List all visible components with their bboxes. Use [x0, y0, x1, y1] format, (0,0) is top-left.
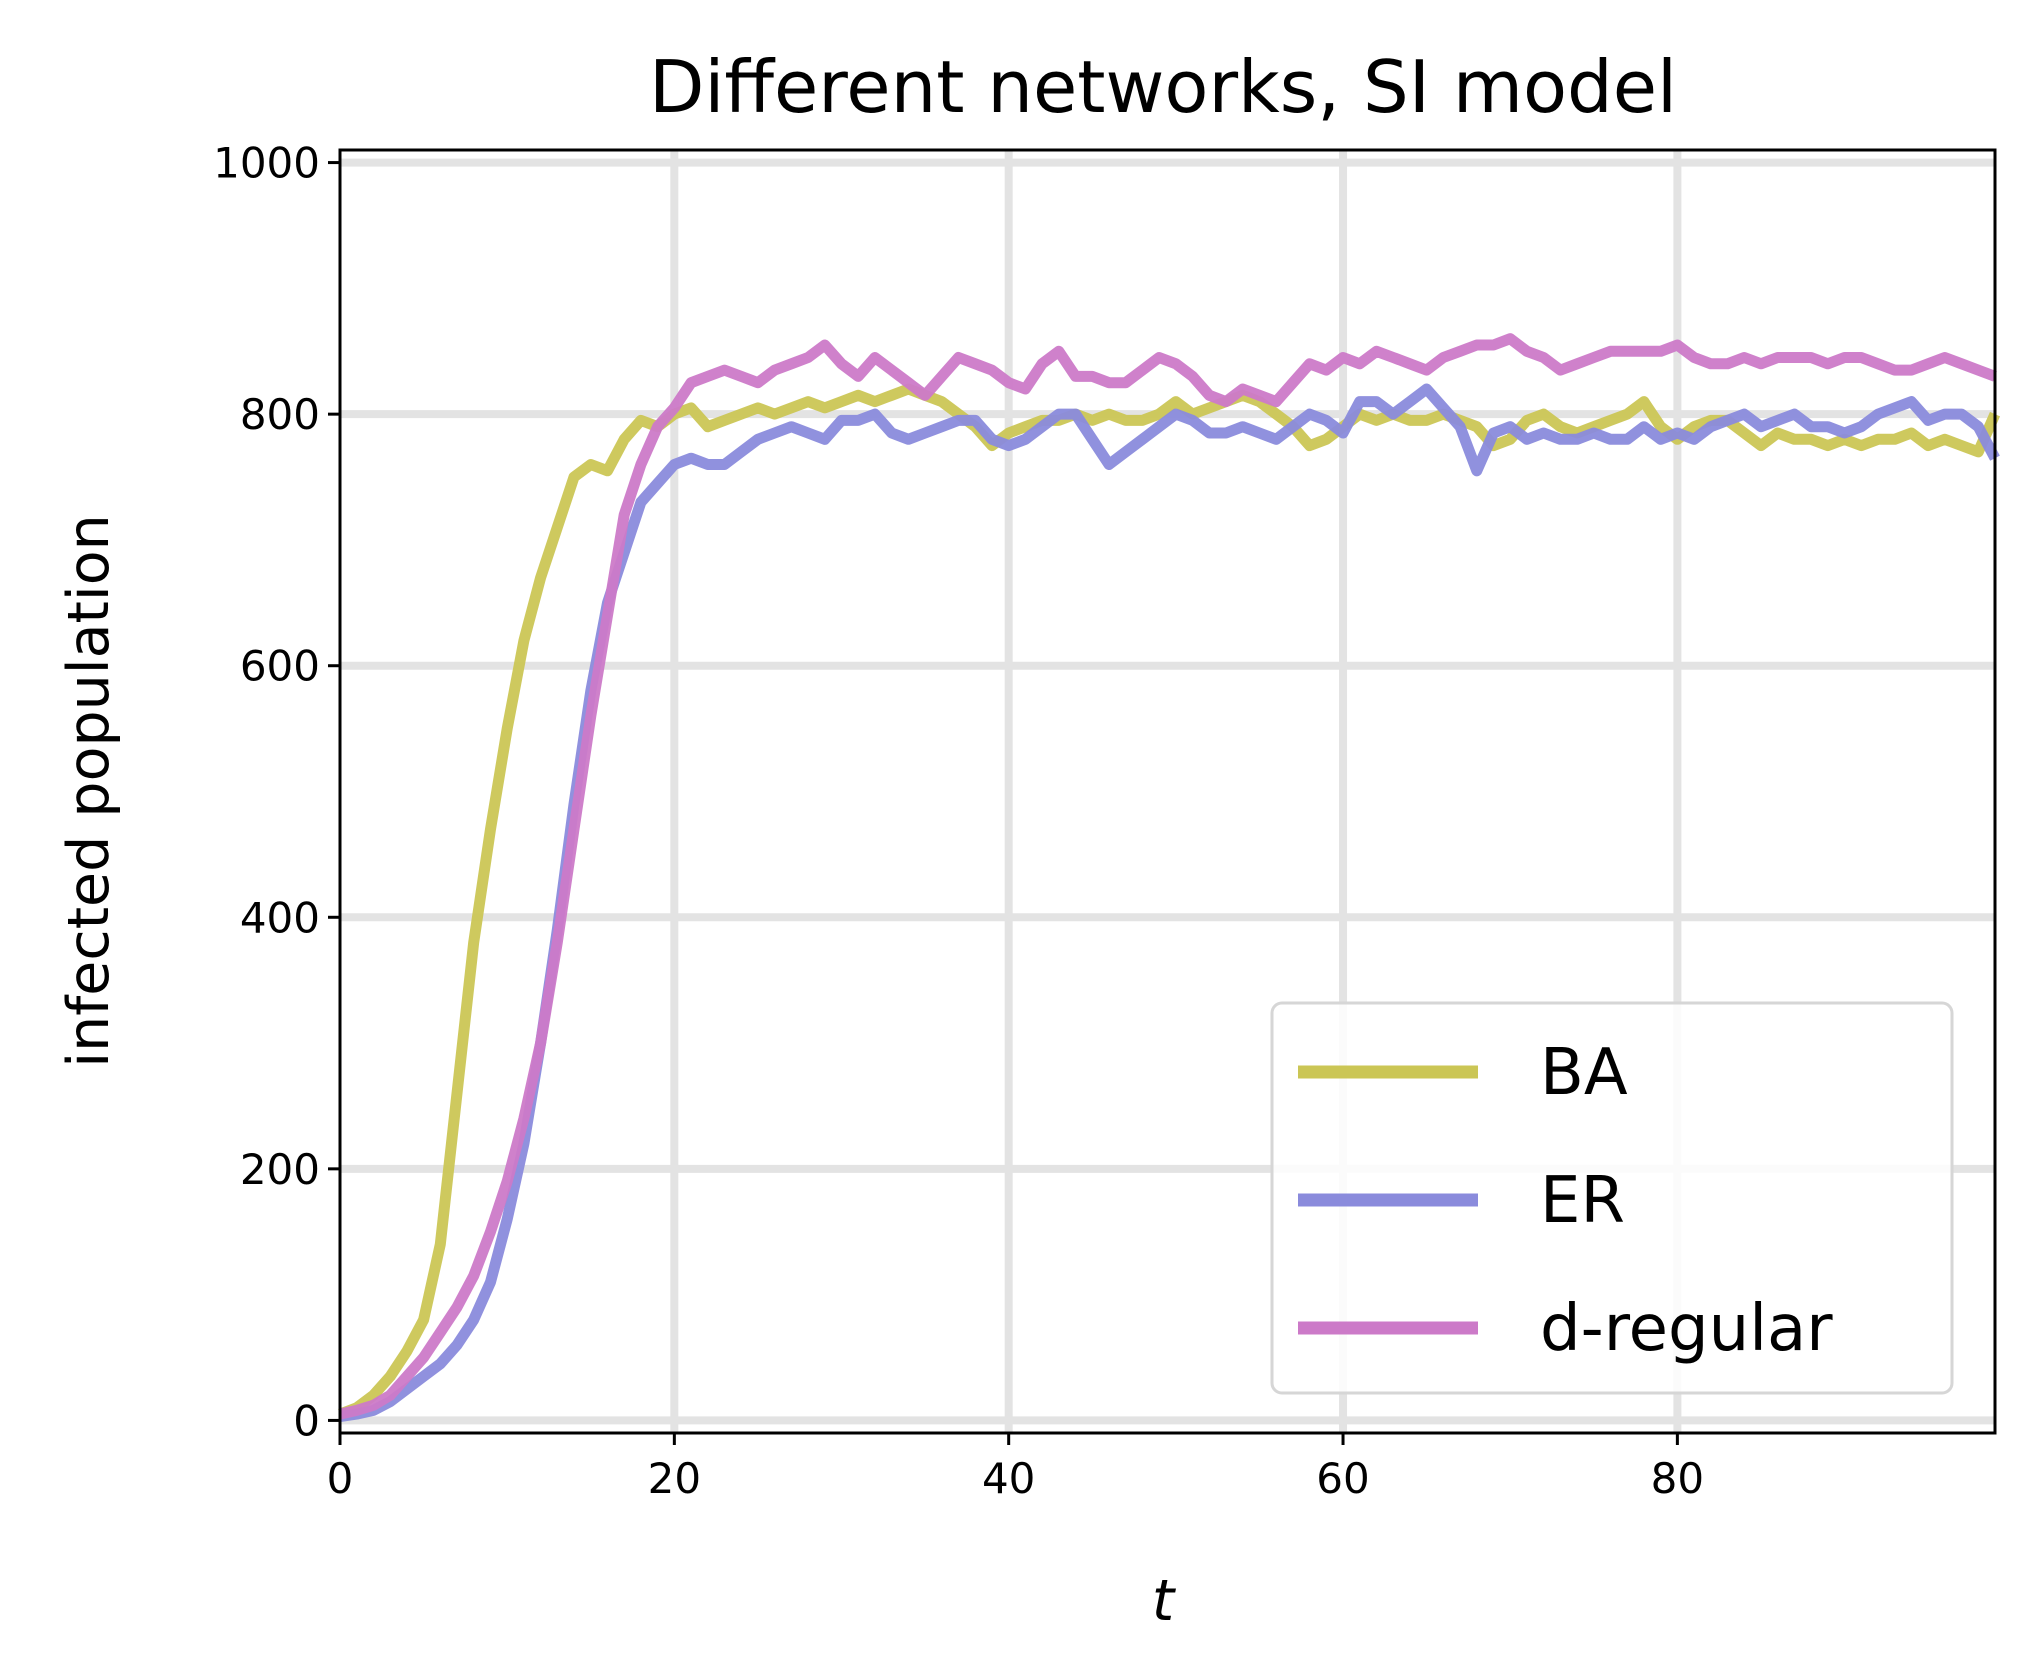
y-tick-label: 800 — [240, 390, 320, 439]
y-tick-label: 200 — [240, 1145, 320, 1194]
x-axis-label: t — [1152, 1568, 1177, 1634]
y-axis: 0 200 400 600 800 1000 — [213, 139, 340, 1445]
legend-label-er: ER — [1540, 1164, 1625, 1238]
x-tick-label: 0 — [327, 1454, 354, 1503]
plot-frame — [338, 148, 1997, 1435]
x-tick-label: 80 — [1651, 1454, 1704, 1503]
x-tick-label: 20 — [648, 1454, 701, 1503]
legend: BA ER d-regular — [1270, 1001, 1954, 1395]
series-lines — [338, 333, 2001, 1423]
legend-label-d-regular: d-regular — [1540, 1292, 1833, 1366]
legend-box — [1270, 1001, 1954, 1395]
legend-entries: BA ER d-regular — [1298, 1036, 1833, 1366]
series-line-d-regular — [338, 333, 1997, 1420]
y-axis-label: infected population — [56, 514, 122, 1067]
x-tick-label: 60 — [1316, 1454, 1369, 1503]
y-tick-label: 400 — [240, 893, 320, 942]
x-axis: 0 20 40 60 80 — [327, 1433, 1704, 1503]
x-tick-label: 40 — [982, 1454, 1035, 1503]
legend-label-ba: BA — [1540, 1036, 1628, 1110]
chart-title: Different networks, SI model — [649, 45, 1677, 129]
y-tick-label: 0 — [293, 1396, 320, 1445]
y-tick-label: 600 — [240, 642, 320, 691]
y-tick-label: 1000 — [213, 139, 320, 188]
